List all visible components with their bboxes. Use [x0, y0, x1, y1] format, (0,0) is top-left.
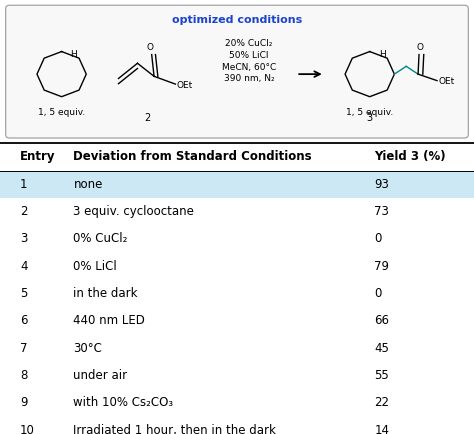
Text: 0: 0 — [374, 233, 382, 245]
Text: 1, 5 equiv.: 1, 5 equiv. — [38, 108, 85, 117]
Text: 1, 5 equiv.: 1, 5 equiv. — [346, 108, 393, 117]
Text: Deviation from Standard Conditions: Deviation from Standard Conditions — [73, 151, 312, 163]
Text: 8: 8 — [20, 369, 27, 382]
Text: optimized conditions: optimized conditions — [172, 15, 302, 25]
Text: 7: 7 — [20, 342, 27, 355]
Text: Yield 3 (%): Yield 3 (%) — [374, 151, 446, 163]
Text: O: O — [147, 43, 154, 53]
Text: O: O — [417, 43, 424, 53]
Text: with 10% Cs₂CO₃: with 10% Cs₂CO₃ — [73, 397, 173, 409]
Text: 6: 6 — [20, 315, 27, 327]
Text: 9: 9 — [20, 397, 27, 409]
Text: 0% LiCl: 0% LiCl — [73, 260, 117, 273]
Text: H: H — [71, 50, 77, 59]
Text: 66: 66 — [374, 315, 390, 327]
Text: 2: 2 — [144, 113, 150, 123]
Text: 1: 1 — [20, 178, 27, 191]
Text: under air: under air — [73, 369, 128, 382]
Text: 3: 3 — [367, 113, 373, 123]
Text: H: H — [379, 50, 385, 59]
Text: 55: 55 — [374, 369, 389, 382]
Text: 2: 2 — [20, 205, 27, 218]
Text: 73: 73 — [374, 205, 389, 218]
Text: 79: 79 — [374, 260, 390, 273]
Text: 0% CuCl₂: 0% CuCl₂ — [73, 233, 128, 245]
Text: in the dark: in the dark — [73, 287, 138, 300]
Text: 440 nm LED: 440 nm LED — [73, 315, 146, 327]
Text: 4: 4 — [20, 260, 27, 273]
Text: OEt: OEt — [438, 77, 455, 86]
Text: 30°C: 30°C — [73, 342, 102, 355]
Bar — [0, 171, 474, 198]
Text: 3 equiv. cyclooctane: 3 equiv. cyclooctane — [73, 205, 194, 218]
Text: 10: 10 — [20, 424, 35, 434]
Text: OEt: OEt — [177, 81, 193, 90]
Text: 20% CuCl₂
50% LiCl
MeCN, 60°C
390 nm, N₂: 20% CuCl₂ 50% LiCl MeCN, 60°C 390 nm, N₂ — [222, 39, 276, 83]
Text: 3: 3 — [20, 233, 27, 245]
Text: 45: 45 — [374, 342, 389, 355]
Text: 22: 22 — [374, 397, 390, 409]
Text: Entry: Entry — [20, 151, 55, 163]
FancyBboxPatch shape — [6, 5, 468, 138]
Text: 14: 14 — [374, 424, 390, 434]
Text: 5: 5 — [20, 287, 27, 300]
Text: 93: 93 — [374, 178, 389, 191]
Text: 0: 0 — [374, 287, 382, 300]
Text: none: none — [73, 178, 103, 191]
Text: Irradiated 1 hour, then in the dark: Irradiated 1 hour, then in the dark — [73, 424, 276, 434]
